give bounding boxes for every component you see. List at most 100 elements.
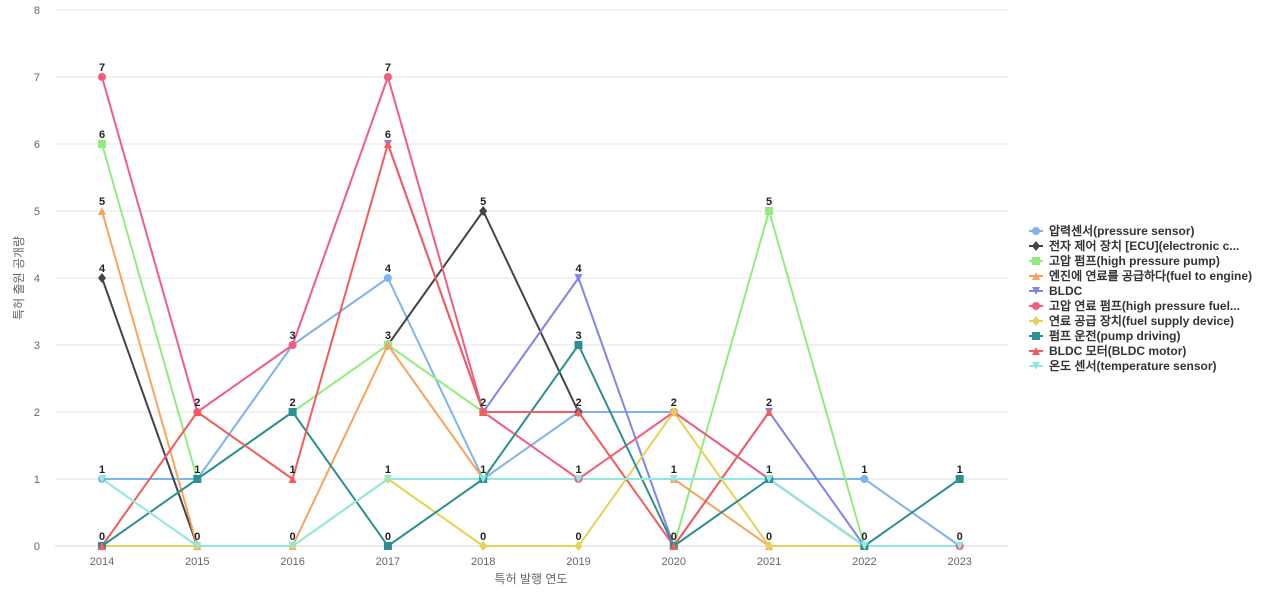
series-point-7 bbox=[383, 542, 392, 550]
legend-symbol bbox=[1032, 287, 1040, 295]
legend-item[interactable]: BLDC 모터(BLDC motor) bbox=[1029, 343, 1186, 358]
series-point-8 bbox=[383, 140, 392, 148]
series-line-9 bbox=[101, 478, 960, 547]
data-label: 0 bbox=[766, 531, 772, 543]
x-axis-ticks: 2014 2015 2016 2017 2018 2019 2020 2021 2022 2023 bbox=[90, 556, 972, 568]
legend-item[interactable]: 펌프 운전(pump driving) bbox=[1029, 328, 1180, 343]
x-tick-label: 2014 bbox=[90, 556, 114, 568]
legend-label: 연료 공급 장치(fuel supply device) bbox=[1049, 313, 1234, 328]
series-point-9 bbox=[955, 542, 964, 550]
legend-item[interactable]: 연료 공급 장치(fuel supply device) bbox=[1029, 313, 1234, 328]
series-point-5 bbox=[288, 341, 297, 349]
series-line-3 bbox=[101, 210, 485, 547]
legend-label: 고압 펌프(high pressure pump) bbox=[1049, 253, 1220, 268]
data-label: 2 bbox=[766, 397, 772, 409]
legend-symbol bbox=[1032, 257, 1040, 265]
series-point-3 bbox=[98, 207, 106, 215]
data-label: 1 bbox=[766, 464, 772, 476]
legend-label: 펌프 운전(pump driving) bbox=[1049, 328, 1180, 343]
legend-symbol bbox=[1032, 227, 1040, 235]
x-tick-label: 2016 bbox=[280, 556, 304, 568]
data-label: 2 bbox=[290, 397, 296, 409]
series-point-7 bbox=[955, 475, 964, 483]
series-point-2 bbox=[765, 207, 774, 215]
series-point-0 bbox=[383, 274, 392, 282]
series-point-4 bbox=[574, 274, 583, 282]
series-line-1 bbox=[101, 277, 199, 547]
legend-item[interactable]: 온도 센서(temperature sensor) bbox=[1029, 358, 1217, 373]
data-label: 0 bbox=[290, 531, 296, 543]
data-label: 1 bbox=[575, 464, 581, 476]
data-labels: 7 6 5 4 1 0 2 1 0 3 2 1 0 7 6 4 3 1 0 5 2 1 0 4 3 2 1 0 2 1 0 5 2 1 0 1 0 1 0 bbox=[99, 62, 963, 543]
legend-item[interactable]: BLDC bbox=[1029, 284, 1083, 298]
data-label: 1 bbox=[290, 464, 296, 476]
data-label: 7 bbox=[385, 62, 391, 74]
y-tick-label: 8 bbox=[34, 5, 40, 17]
data-label: 0 bbox=[480, 531, 486, 543]
series-point-8 bbox=[765, 408, 774, 416]
y-tick-label: 2 bbox=[34, 407, 40, 419]
series-point-8 bbox=[98, 542, 106, 550]
legend-symbol bbox=[1032, 302, 1040, 310]
series-point-9 bbox=[193, 542, 202, 550]
data-label: 0 bbox=[671, 531, 677, 543]
data-label: 1 bbox=[957, 464, 963, 476]
series-lines bbox=[101, 76, 961, 547]
legend-item[interactable]: 고압 연료 펌프(high pressure fuel... bbox=[1029, 298, 1240, 313]
legend-label: BLDC bbox=[1049, 284, 1083, 298]
data-label: 4 bbox=[99, 263, 106, 275]
data-label: 7 bbox=[99, 62, 105, 74]
series-point-9 bbox=[479, 475, 488, 483]
series-point-8 bbox=[479, 408, 488, 416]
y-tick-label: 0 bbox=[34, 541, 40, 553]
data-label: 2 bbox=[480, 397, 486, 409]
legend-item[interactable]: 엔진에 연료를 공급하다(fuel to engine) bbox=[1029, 268, 1252, 283]
data-label: 2 bbox=[575, 397, 581, 409]
legend-label: 전자 제어 장치 [ECU](electronic c... bbox=[1049, 238, 1239, 253]
series-point-6 bbox=[765, 541, 774, 551]
data-label: 1 bbox=[671, 464, 677, 476]
series-point-1 bbox=[98, 273, 106, 283]
data-label: 6 bbox=[99, 129, 105, 141]
data-label: 1 bbox=[480, 464, 486, 476]
data-label: 5 bbox=[766, 196, 772, 208]
data-label: 3 bbox=[290, 330, 296, 342]
data-label: 5 bbox=[480, 196, 486, 208]
data-label: 3 bbox=[575, 330, 581, 342]
y-tick-label: 3 bbox=[34, 340, 40, 352]
series-point-3 bbox=[383, 341, 392, 349]
series-point-7 bbox=[193, 475, 202, 483]
x-tick-label: 2023 bbox=[947, 556, 971, 568]
data-label: 4 bbox=[575, 263, 582, 275]
data-label: 5 bbox=[99, 196, 105, 208]
x-tick-label: 2015 bbox=[185, 556, 209, 568]
series-point-9 bbox=[860, 542, 869, 550]
x-axis-title: 특허 발행 연도 bbox=[495, 571, 568, 586]
y-tick-label: 7 bbox=[34, 72, 40, 84]
x-tick-label: 2017 bbox=[376, 556, 400, 568]
legend-item[interactable]: 전자 제어 장치 [ECU](electronic c... bbox=[1029, 238, 1239, 253]
series-point-2 bbox=[98, 140, 106, 148]
legend-label: 엔진에 연료를 공급하다(fuel to engine) bbox=[1049, 268, 1252, 283]
legend-symbol bbox=[1032, 332, 1040, 340]
series-point-9 bbox=[765, 475, 774, 483]
data-label: 0 bbox=[99, 531, 105, 543]
data-label: 0 bbox=[194, 531, 200, 543]
legend-symbol bbox=[1032, 272, 1040, 280]
y-tick-label: 6 bbox=[34, 139, 40, 151]
data-label: 3 bbox=[385, 330, 391, 342]
x-tick-label: 2021 bbox=[757, 556, 781, 568]
legend-label: 온도 센서(temperature sensor) bbox=[1049, 358, 1217, 373]
x-tick-label: 2018 bbox=[471, 556, 495, 568]
legend-item[interactable]: 고압 펌프(high pressure pump) bbox=[1029, 253, 1220, 268]
series-line-8 bbox=[101, 143, 770, 547]
series-line-1 bbox=[387, 210, 580, 413]
data-label: 6 bbox=[385, 129, 391, 141]
legend-item[interactable]: 압력센서(pressure sensor) bbox=[1029, 223, 1195, 238]
series-point-0 bbox=[860, 475, 869, 483]
series-point-9 bbox=[288, 542, 297, 550]
series-point-9 bbox=[669, 475, 678, 483]
data-label: 1 bbox=[861, 464, 867, 476]
legend-symbol bbox=[1032, 362, 1040, 370]
series-point-9 bbox=[574, 475, 583, 483]
